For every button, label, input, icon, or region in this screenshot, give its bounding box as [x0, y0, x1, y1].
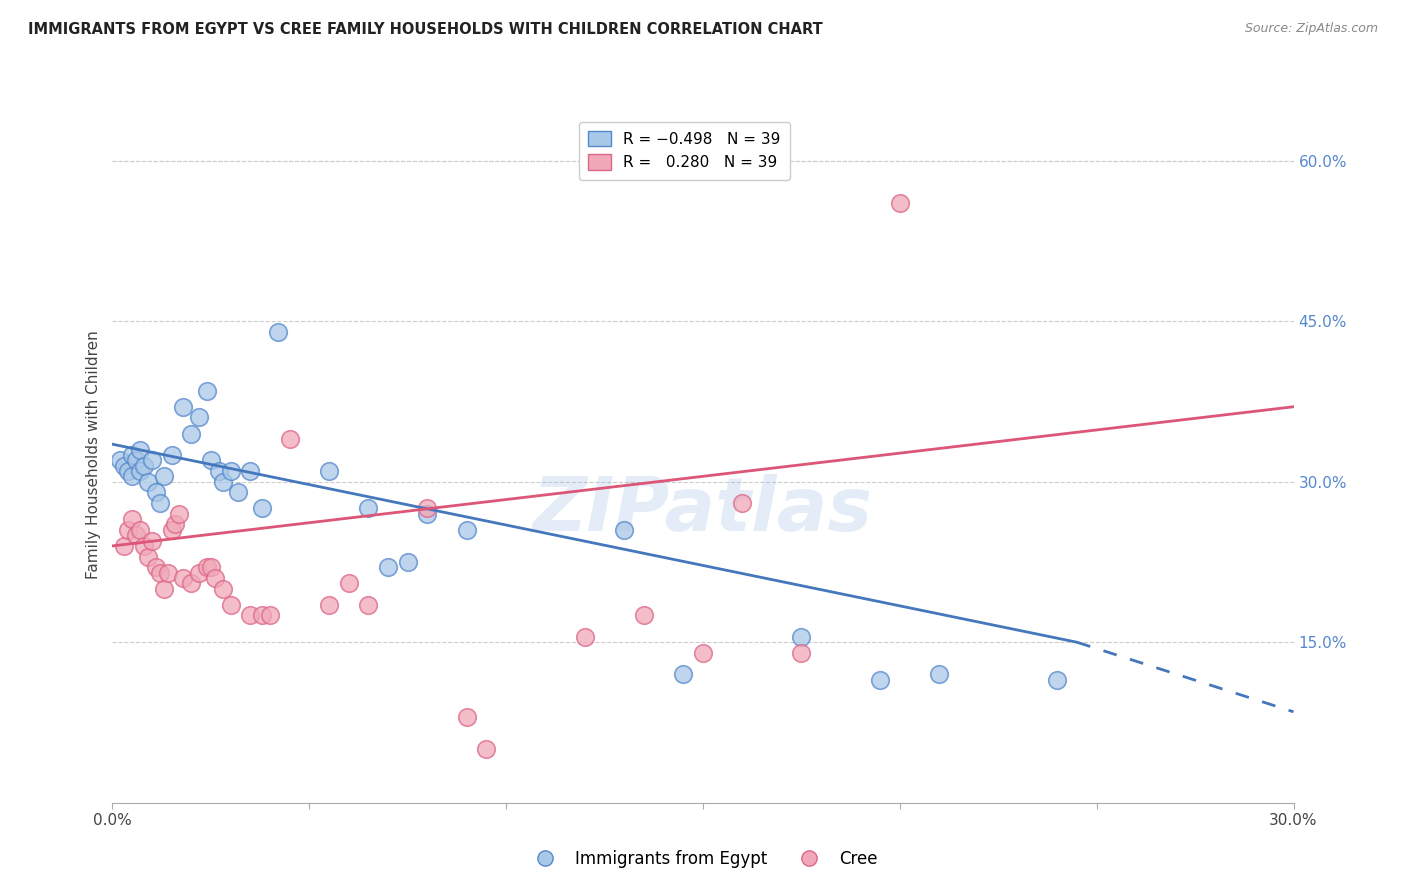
Point [141, 533, 163, 548]
Point [396, 555, 419, 569]
Point [239, 464, 262, 478]
Point [208, 464, 231, 478]
Point [180, 426, 202, 441]
Point [357, 598, 380, 612]
Point [152, 582, 174, 596]
Point [475, 742, 498, 756]
Point [928, 667, 950, 681]
Point [117, 464, 139, 478]
Point [165, 517, 187, 532]
Point [129, 442, 152, 457]
Point [456, 710, 478, 724]
Point [416, 507, 439, 521]
Point [267, 325, 290, 339]
Y-axis label: Family Households with Children: Family Households with Children [86, 331, 101, 579]
Point [377, 560, 399, 574]
Point [160, 448, 183, 462]
Point [121, 469, 143, 483]
Point [121, 512, 143, 526]
Point [200, 453, 222, 467]
Point [110, 453, 132, 467]
Point [200, 560, 222, 574]
Text: ZIPatlas: ZIPatlas [533, 474, 873, 547]
Point [318, 598, 340, 612]
Point [613, 523, 636, 537]
Point [145, 560, 167, 574]
Point [149, 566, 172, 580]
Point [219, 464, 242, 478]
Point [318, 464, 340, 478]
Point [889, 196, 911, 211]
Point [1046, 673, 1069, 687]
Legend: Immigrants from Egypt, Cree: Immigrants from Egypt, Cree [522, 843, 884, 874]
Point [112, 539, 135, 553]
Point [121, 448, 143, 462]
Point [195, 560, 218, 574]
Point [141, 453, 163, 467]
Point [204, 571, 226, 585]
Point [672, 667, 695, 681]
Point [136, 549, 159, 564]
Point [195, 384, 218, 398]
Point [790, 646, 813, 660]
Point [790, 630, 813, 644]
Point [129, 464, 152, 478]
Text: Source: ZipAtlas.com: Source: ZipAtlas.com [1244, 22, 1378, 36]
Point [160, 523, 183, 537]
Point [125, 453, 148, 467]
Point [357, 501, 380, 516]
Point [211, 582, 233, 596]
Point [112, 458, 135, 473]
Point [211, 475, 233, 489]
Point [117, 523, 139, 537]
Point [152, 469, 174, 483]
Point [250, 608, 273, 623]
Point [250, 501, 273, 516]
Point [416, 501, 439, 516]
Point [188, 566, 211, 580]
Point [129, 523, 152, 537]
Point [132, 458, 155, 473]
Point [149, 496, 172, 510]
Point [169, 507, 191, 521]
Point [278, 432, 301, 446]
Point [692, 646, 714, 660]
Text: IMMIGRANTS FROM EGYPT VS CREE FAMILY HOUSEHOLDS WITH CHILDREN CORRELATION CHART: IMMIGRANTS FROM EGYPT VS CREE FAMILY HOU… [28, 22, 823, 37]
Point [869, 673, 891, 687]
Point [172, 400, 194, 414]
Point [239, 608, 262, 623]
Point [132, 539, 155, 553]
Point [145, 485, 167, 500]
Point [633, 608, 655, 623]
Point [188, 410, 211, 425]
Point [180, 576, 202, 591]
Point [219, 598, 242, 612]
Point [156, 566, 179, 580]
Point [172, 571, 194, 585]
Point [136, 475, 159, 489]
Point [228, 485, 250, 500]
Point [259, 608, 281, 623]
Point [574, 630, 596, 644]
Point [125, 528, 148, 542]
Point [337, 576, 360, 591]
Point [731, 496, 754, 510]
Point [456, 523, 478, 537]
